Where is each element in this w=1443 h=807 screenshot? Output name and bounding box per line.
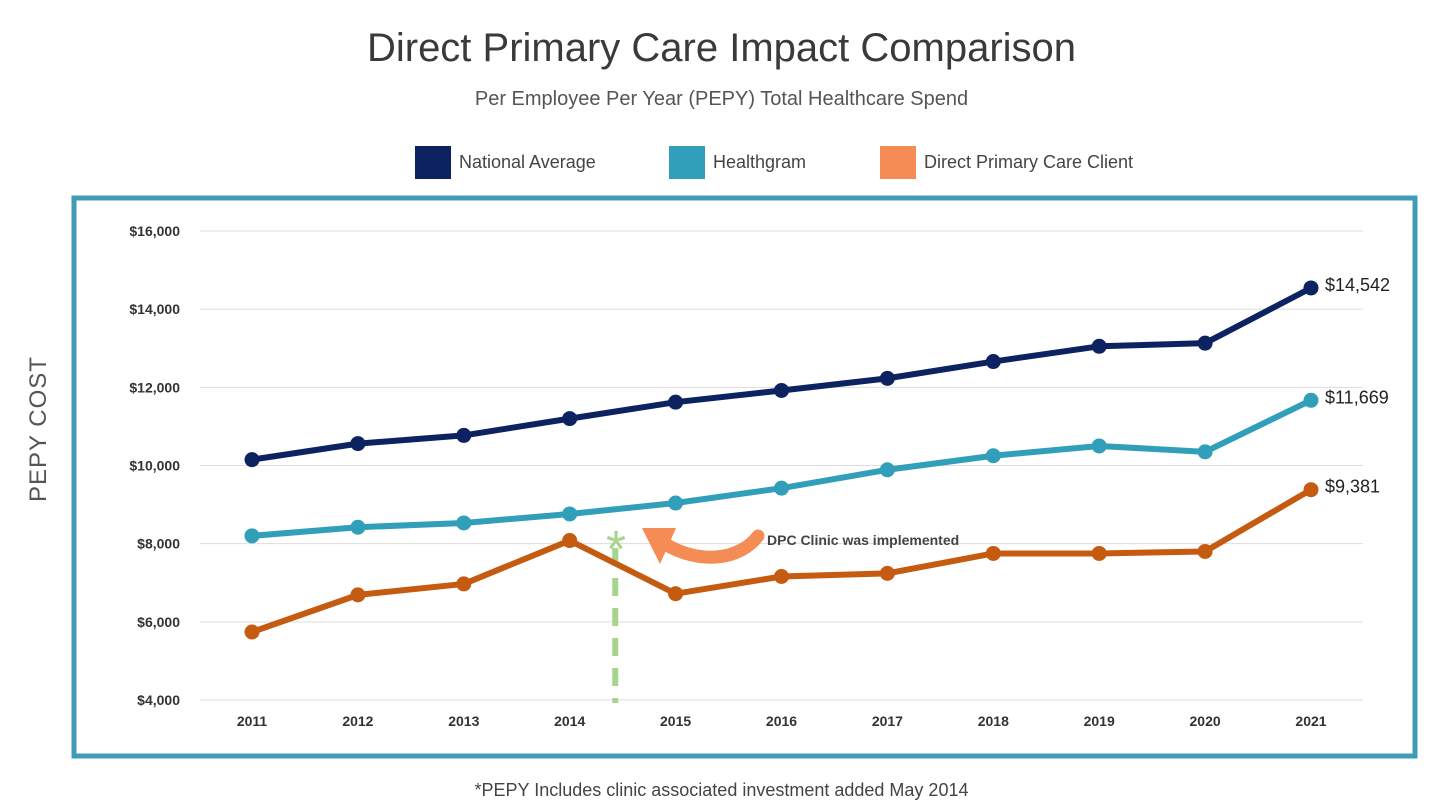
x-tick-label: 2019 — [1084, 713, 1115, 729]
x-tick-label: 2012 — [342, 713, 373, 729]
data-point-national-average-2015 — [668, 394, 684, 410]
arrow-curve — [652, 529, 765, 564]
chart-title: Direct Primary Care Impact Comparison — [366, 26, 1077, 70]
arrow-head-icon — [642, 528, 676, 564]
data-point-healthgram-2012 — [350, 519, 366, 535]
data-point-direct-primary-care-client-2012 — [350, 587, 366, 603]
series-national-average: $14,542 — [244, 275, 1390, 468]
legend-item-healthgram: Healthgram — [669, 145, 806, 179]
chart-frame — [71, 195, 1418, 759]
x-tick-label: 2014 — [554, 713, 585, 729]
legend-item-direct-primary-care-client: Direct Primary Care Client — [880, 145, 1133, 179]
chart-subtitle: Per Employee Per Year (PEPY) Total Healt… — [474, 88, 969, 110]
data-point-direct-primary-care-client-2011 — [244, 624, 260, 640]
data-point-healthgram-2013 — [456, 515, 472, 531]
data-point-healthgram-2016 — [774, 480, 789, 496]
data-point-healthgram-2015 — [668, 495, 684, 511]
data-point-healthgram-2014 — [562, 506, 578, 522]
data-point-national-average-2014 — [562, 411, 578, 427]
legend-label-healthgram: Healthgram — [713, 151, 807, 172]
end-value-label-national-average: $14,542 — [1325, 275, 1390, 295]
y-axis-ticks: $4,000 $6,000 $8,000 $10,000 $12,000 $14,000 $… — [129, 223, 180, 708]
legend-label-direct-primary-care-client: Direct Primary Care Client — [924, 151, 1134, 172]
data-point-direct-primary-care-client-2015 — [668, 586, 684, 602]
y-tick-label: $6,000 — [137, 614, 180, 630]
legend-swatch-healthgram — [669, 145, 705, 179]
data-point-direct-primary-care-client-2017 — [879, 565, 895, 581]
x-tick-label: 2015 — [660, 713, 691, 729]
x-tick-label: 2016 — [766, 713, 797, 729]
data-point-national-average-2020 — [1197, 335, 1213, 351]
y-axis-label: PEPY COST — [25, 356, 52, 502]
x-tick-label: 2021 — [1295, 713, 1326, 729]
data-point-national-average-2011 — [244, 452, 260, 468]
x-tick-label: 2011 — [237, 713, 268, 729]
data-point-direct-primary-care-client-2013 — [456, 576, 472, 592]
legend-label-national-average: National Average — [459, 151, 596, 172]
y-tick-label: $10,000 — [129, 458, 180, 474]
series-group: $14,542 $11,669 $9,381 — [244, 275, 1390, 640]
data-point-national-average-2017 — [879, 370, 895, 386]
y-tick-label: $14,000 — [129, 301, 180, 317]
data-point-national-average-2012 — [350, 436, 366, 452]
data-point-national-average-2013 — [456, 427, 472, 443]
end-value-label-healthgram: $11,669 — [1325, 387, 1389, 407]
footnote: *PEPY Includes clinic associated investm… — [474, 780, 969, 800]
data-point-direct-primary-care-client-2016 — [774, 568, 789, 584]
data-point-national-average-2021 — [1303, 280, 1319, 296]
x-tick-label: 2018 — [978, 713, 1009, 729]
data-point-healthgram-2017 — [879, 462, 895, 478]
end-value-label-direct-primary-care-client: $9,381 — [1325, 477, 1380, 497]
series-healthgram: $11,669 — [244, 387, 1389, 544]
data-point-direct-primary-care-client-2019 — [1091, 545, 1107, 561]
x-tick-label: 2013 — [448, 713, 479, 729]
data-point-healthgram-2018 — [985, 448, 1001, 464]
x-tick-label: 2020 — [1190, 713, 1221, 729]
x-tick-label: 2017 — [872, 713, 903, 729]
data-point-healthgram-2020 — [1197, 444, 1213, 460]
legend-swatch-national-average — [415, 145, 451, 179]
data-point-healthgram-2011 — [244, 528, 260, 544]
y-tick-label: $16,000 — [129, 223, 180, 239]
y-tick-label: $8,000 — [137, 536, 180, 552]
data-point-national-average-2018 — [985, 354, 1001, 370]
data-point-healthgram-2019 — [1091, 438, 1107, 454]
annotation-text: DPC Clinic was implemented — [767, 532, 959, 548]
data-point-national-average-2016 — [774, 382, 789, 398]
y-tick-label: $4,000 — [137, 692, 180, 708]
legend-swatch-direct-primary-care-client — [880, 145, 916, 179]
data-point-direct-primary-care-client-2014 — [562, 533, 578, 549]
data-point-direct-primary-care-client-2018 — [985, 545, 1001, 561]
data-point-direct-primary-care-client-2020 — [1197, 543, 1213, 559]
y-tick-label: $12,000 — [129, 379, 180, 395]
data-point-healthgram-2021 — [1303, 392, 1319, 408]
series-direct-primary-care-client: $9,381 — [244, 477, 1380, 640]
x-axis-ticks: 2011 2012 2013 2014 2015 2016 2017 2018 2019 2020… — [237, 713, 1327, 729]
legend-item-national-average: National Average — [415, 145, 596, 179]
data-point-direct-primary-care-client-2021 — [1303, 482, 1319, 498]
data-point-national-average-2019 — [1091, 338, 1107, 354]
